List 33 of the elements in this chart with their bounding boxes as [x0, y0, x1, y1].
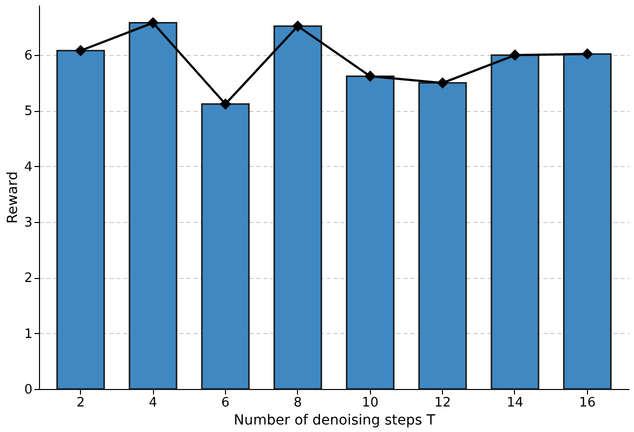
y-axis-title: Reward — [5, 171, 22, 224]
point — [509, 49, 521, 61]
point — [292, 20, 304, 32]
bar — [128, 22, 178, 390]
bar — [274, 25, 322, 390]
bar — [563, 53, 612, 390]
y-tick-label: 5 — [24, 104, 32, 120]
y-tick-label: 6 — [24, 48, 32, 64]
bar — [490, 54, 540, 390]
point — [364, 70, 376, 82]
bar — [346, 75, 394, 390]
point — [582, 48, 594, 60]
y-tick-label: 1 — [24, 326, 32, 342]
bar — [201, 103, 250, 390]
point — [220, 98, 232, 110]
x-tick-label: 14 — [506, 396, 524, 410]
point — [436, 77, 448, 89]
x-axis-title: Number of denoising steps T — [234, 412, 436, 428]
bar — [418, 82, 467, 390]
x-tick-label: 6 — [221, 396, 230, 410]
x-tick-label: 2 — [76, 396, 85, 410]
y-tick-label: 2 — [24, 271, 32, 286]
y-tick-label: 4 — [24, 160, 32, 175]
bar — [56, 50, 105, 390]
point — [147, 17, 159, 29]
point — [74, 44, 86, 56]
x-tick-label: 8 — [294, 396, 302, 410]
x-tick-label: 16 — [579, 396, 596, 410]
y-tick-label: 3 — [24, 216, 32, 231]
x-tick-label: 12 — [434, 396, 451, 410]
x-tick-label: 10 — [362, 396, 378, 410]
x-tick-label: 4 — [148, 396, 158, 410]
y-tick-label: 0 — [24, 382, 32, 398]
